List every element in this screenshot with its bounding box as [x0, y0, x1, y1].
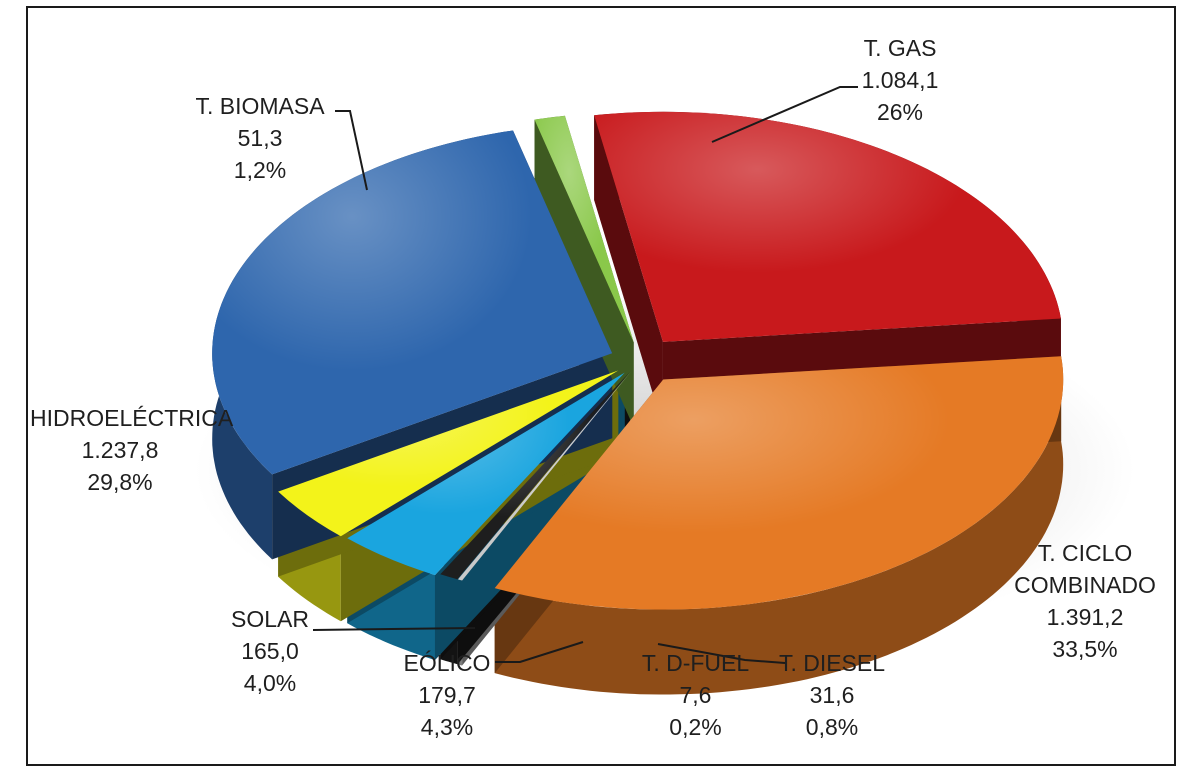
label-name: SOLAR	[231, 606, 309, 632]
slice-gloss-1	[494, 356, 1064, 610]
label-value: 51,3	[237, 125, 283, 151]
label-percent: 4,0%	[243, 670, 297, 696]
label-value: 31,6	[809, 682, 855, 708]
slice-wall-0-0	[594, 115, 663, 427]
label-value: 1.391,2	[1046, 604, 1124, 630]
slice-side-1	[494, 356, 1064, 695]
label-name: T. D-FUEL	[641, 650, 750, 676]
slice-gloss-6	[212, 130, 613, 475]
leader-line-3	[495, 641, 584, 663]
label-solar: SOLAR 165,0 4,0%	[215, 603, 325, 699]
slice-gloss-7	[534, 115, 634, 343]
leader-line-1	[335, 110, 368, 191]
pie-chart	[195, 86, 1135, 695]
label-hidroelectrica: HIDROELÉCTRICA 1.237,8 29,8%	[30, 402, 234, 498]
label-percent: 33,5%	[1052, 636, 1118, 662]
label-percent: 0,2%	[669, 714, 722, 740]
label-t-gas: T. GAS 1.084,1 26%	[835, 32, 965, 128]
slice-gloss-4	[347, 372, 625, 576]
label-t-biomasa: T. BIOMASA 51,3 1,2%	[185, 90, 335, 186]
label-value: 165,0	[241, 638, 299, 664]
label-t-d-fuel: T. D-FUEL 7,6 0,2%	[633, 647, 758, 743]
leader-line-4	[657, 643, 786, 664]
label-t-diesel: T. DIESEL 31,6 0,8%	[772, 647, 892, 743]
label-eolico: EÓLICO 179,7 4,3%	[392, 647, 502, 743]
slice-gloss-0	[594, 111, 1061, 342]
label-name: EÓLICO	[403, 650, 491, 676]
label-percent: 29,8%	[87, 469, 153, 495]
label-percent: 26%	[876, 99, 924, 125]
label-value: 1.237,8	[81, 437, 159, 463]
label-name: T. GAS	[863, 35, 937, 61]
label-t-ciclo-combinado: T. CICLO COMBINADO 1.391,2 33,5%	[1000, 537, 1170, 665]
pie-slices	[212, 111, 1064, 610]
label-value: 7,6	[679, 682, 712, 708]
label-percent: 0,8%	[805, 714, 859, 740]
label-name: T. DIESEL	[778, 650, 886, 676]
leader-line-2	[312, 627, 476, 631]
label-percent: 1,2%	[233, 157, 287, 183]
label-name-line1: T. CICLO	[1037, 540, 1133, 566]
label-value: 179,7	[418, 682, 476, 708]
label-name: HIDROELÉCTRICA	[30, 405, 234, 431]
leader-line-0	[711, 86, 858, 143]
label-name-line2: COMBINADO	[1014, 572, 1156, 598]
label-name: T. BIOMASA	[195, 93, 325, 119]
label-percent: 4,3%	[420, 714, 474, 740]
label-value: 1.084,1	[861, 67, 939, 93]
slice-gloss-2	[457, 371, 631, 581]
slice-gloss-5	[278, 370, 619, 537]
slice-gloss-3	[440, 371, 631, 580]
leader-lines	[312, 86, 858, 664]
